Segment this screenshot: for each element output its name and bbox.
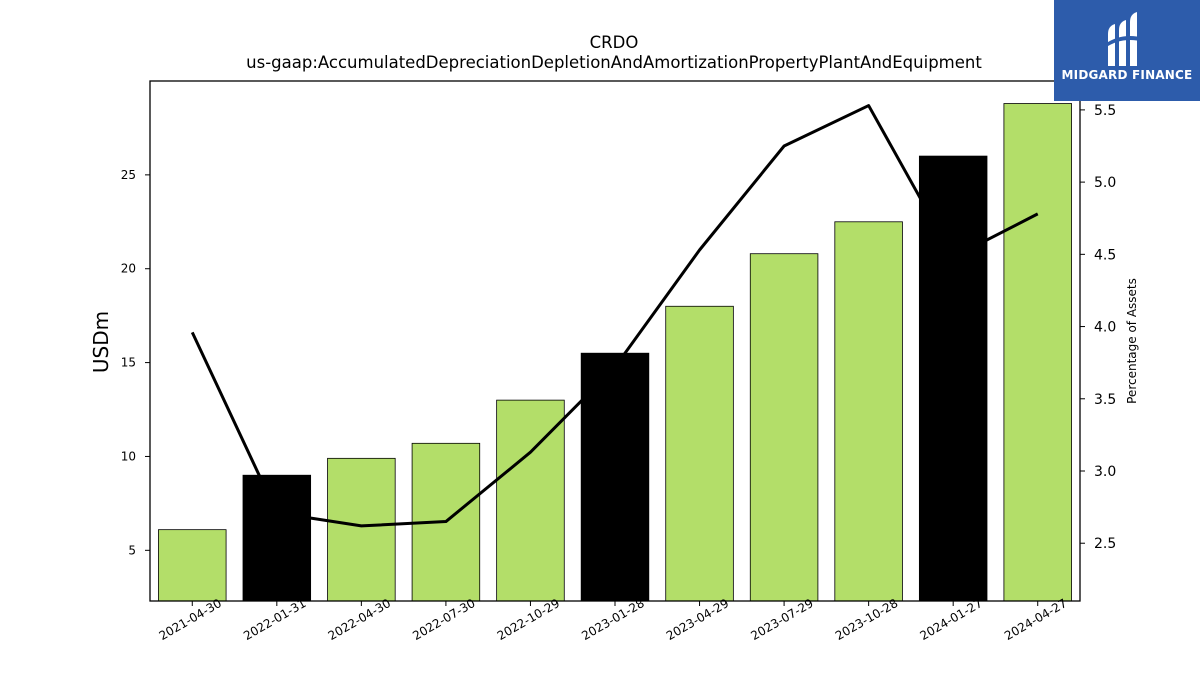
y-axis-left-label: USDm [89, 311, 113, 373]
bar [918, 155, 988, 602]
x-tick-label: 2022-07-30 [410, 596, 477, 643]
bar [327, 457, 396, 602]
y-tick-label-right: 4.5 [1094, 247, 1116, 263]
y-tick-label-right: 4.0 [1094, 320, 1116, 336]
logo-text: MIDGARD FINANCE [1061, 68, 1193, 82]
x-tick-label: 2023-01-28 [579, 596, 646, 643]
y-axis-left: 5 10 15 20 25 [121, 168, 150, 557]
bar [749, 253, 819, 602]
y-tick-label-left: 25 [121, 168, 136, 182]
x-axis: 2021-04-30 2022-01-31 2022-04-30 2022-07-30… [157, 596, 1070, 643]
y-tick-label-left: 15 [121, 356, 136, 370]
bar-series [158, 103, 1072, 602]
x-tick-label: 2021-04-30 [157, 596, 224, 643]
line-series [190, 104, 1039, 528]
midgard-finance-logo: MIDGARD FINANCE [1054, 0, 1200, 101]
x-tick-label: 2024-04-27 [1002, 596, 1069, 643]
bar [580, 352, 650, 602]
x-tick-label: 2022-10-29 [495, 596, 562, 643]
y-tick-label-left: 5 [128, 543, 136, 557]
bar [158, 529, 227, 602]
y-tick-label-right: 3.0 [1094, 464, 1116, 480]
x-tick-label: 2023-07-29 [748, 596, 815, 643]
y-tick-label-left: 10 [121, 449, 136, 463]
x-tick-label: 2022-04-30 [326, 596, 393, 643]
bar [834, 221, 903, 602]
midgard-logo-icon [1105, 12, 1144, 66]
y-tick-label-left: 20 [121, 262, 136, 276]
y-tick-label-right: 3.5 [1094, 392, 1116, 408]
y-axis-right: 2.5 3.0 3.5 4.0 4.5 5.0 5.5 [1080, 103, 1116, 552]
bar [1003, 103, 1072, 602]
x-tick-label: 2023-10-28 [833, 596, 900, 643]
x-tick-label: 2022-01-31 [241, 596, 308, 643]
y-tick-label-right: 5.0 [1094, 175, 1116, 191]
y-tick-label-right: 2.5 [1094, 536, 1116, 552]
bar [496, 399, 565, 602]
y-tick-label-right: 5.5 [1094, 103, 1116, 119]
chart-title: CRDO [590, 33, 639, 52]
x-tick-label: 2023-04-29 [664, 596, 731, 643]
bar [665, 305, 734, 602]
chart-subtitle: us-gaap:AccumulatedDepreciationDepletion… [246, 53, 982, 72]
bar [242, 474, 312, 602]
y-axis-right-label: Percentage of Assets [1125, 278, 1139, 404]
x-tick-label: 2024-01-27 [917, 596, 984, 643]
